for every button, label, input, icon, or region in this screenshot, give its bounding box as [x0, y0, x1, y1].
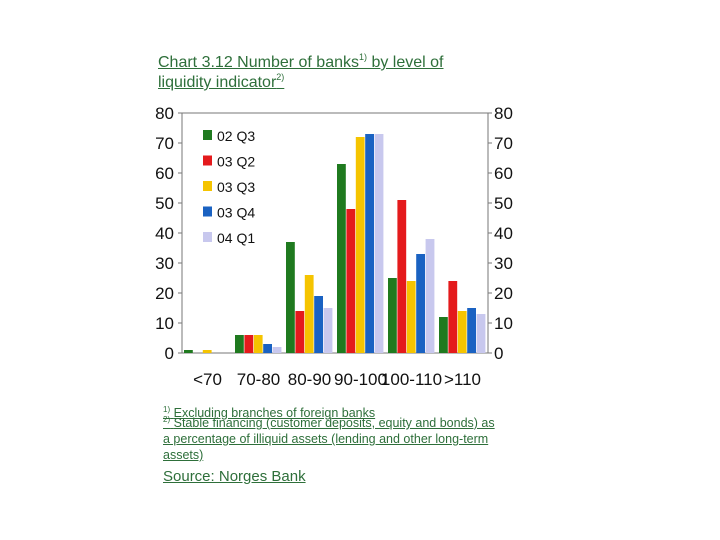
legend-label: 03 Q3: [217, 179, 255, 195]
y-tick-label-right: 0: [494, 344, 503, 363]
chart-title-text: Chart 3.12 Number of banks: [158, 54, 359, 71]
y-tick-label-left: 10: [155, 314, 174, 333]
y-tick-label-left: 20: [155, 284, 174, 303]
y-tick-label-right: 40: [494, 224, 513, 243]
bar: [406, 281, 416, 353]
bar: [244, 335, 254, 353]
legend-label: 02 Q3: [217, 128, 255, 144]
y-tick-label-left: 60: [155, 164, 174, 183]
legend-swatch: [203, 181, 212, 191]
bar: [439, 317, 448, 353]
bar: [365, 134, 374, 353]
x-tick-label: 90-100: [334, 370, 387, 389]
bar: [295, 311, 305, 353]
y-tick-label-left: 30: [155, 254, 174, 273]
bar: [425, 239, 435, 353]
x-tick-label: <70: [193, 370, 222, 389]
y-tick-label-right: 60: [494, 164, 513, 183]
y-tick-label-right: 80: [494, 104, 513, 123]
bar: [355, 137, 365, 353]
y-tick-label-left: 70: [155, 134, 174, 153]
x-tick-label: 80-90: [288, 370, 331, 389]
legend-label: 03 Q4: [217, 205, 255, 221]
legend-swatch: [203, 130, 212, 140]
bar: [314, 296, 323, 353]
footnote-1-text: Excluding branches of foreign banks: [173, 406, 376, 420]
x-tick-label: 100-110: [381, 370, 442, 389]
bar: [272, 347, 282, 353]
bar: [263, 344, 272, 353]
y-tick-label-left: 40: [155, 224, 174, 243]
bar: [202, 350, 212, 353]
source-note: Source: Norges Bank: [163, 468, 306, 485]
bar: [388, 278, 397, 353]
chart-title-text2: by level of liquidity indicator: [158, 54, 444, 91]
chart-title-sup1: 1): [359, 52, 368, 62]
chart-title: Chart 3.12 Number of banks1) by level of…: [158, 53, 498, 93]
y-tick-label-left: 0: [165, 344, 174, 363]
bar: [235, 335, 244, 353]
bar-chart: 0 0 10 10 20 20 30 30 40 40 50 50 60 60 70 70 80 80 <70 70-…: [155, 104, 513, 389]
x-tick-label: 70-80: [237, 370, 280, 389]
y-tick-label-right: 20: [494, 284, 513, 303]
bar: [184, 350, 193, 353]
y-tick-label-right: 10: [494, 314, 513, 333]
bar: [448, 281, 458, 353]
bar: [286, 242, 295, 353]
bar: [346, 209, 356, 353]
y-tick-label-right: 30: [494, 254, 513, 273]
bar: [323, 308, 333, 353]
bar: [416, 254, 425, 353]
footnote-2-marker: 2): [163, 415, 171, 424]
bar: [397, 200, 407, 353]
bar: [337, 164, 346, 353]
chart-title-sup2: 2): [276, 72, 285, 82]
bar: [374, 134, 384, 353]
legend-label: 03 Q2: [217, 154, 255, 170]
y-tick-label-right: 50: [494, 194, 513, 213]
legend-swatch: [203, 232, 212, 242]
legend-label: 04 Q1: [217, 230, 255, 246]
footnote-1-marker: 1): [163, 405, 171, 414]
bar: [467, 308, 476, 353]
bar: [476, 314, 486, 353]
footnote-2: 2) Stable financing (customer deposits, …: [163, 415, 503, 463]
legend-swatch: [203, 206, 212, 217]
bar: [457, 311, 467, 353]
bar: [253, 335, 263, 353]
bar: [304, 275, 314, 353]
footnote-1: 1) Excluding branches of foreign banks: [163, 405, 503, 421]
x-tick-label: >110: [444, 370, 481, 389]
y-tick-label-right: 70: [494, 134, 513, 153]
y-tick-label-left: 80: [155, 104, 174, 123]
legend-swatch: [203, 155, 212, 166]
y-tick-label-left: 50: [155, 194, 174, 213]
footnote-2-text: Stable financing (customer deposits, equ…: [163, 416, 495, 462]
